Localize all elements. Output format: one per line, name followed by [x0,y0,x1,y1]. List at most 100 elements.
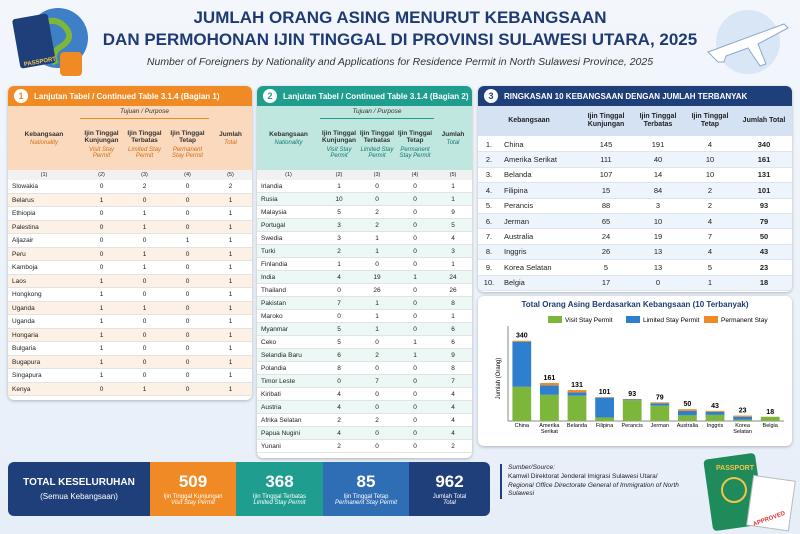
table-value: 1 [99,196,104,204]
table-value: 0 [185,264,190,272]
nationality: 7. [485,231,493,241]
table-value: 1 [99,291,104,299]
table-row [257,297,472,310]
table-row [257,401,472,414]
table-value: 0 [142,291,147,299]
table-value: 0 [413,325,417,333]
table-value: 0 [337,286,341,294]
table-value: 14 [653,170,663,180]
nationality: Bulgaria [12,345,36,353]
table-row [8,369,252,383]
nationality: 10. [483,278,495,288]
table-panel: 1 Lanjutan Tabel / Continued Table 3.1.4 … [8,86,252,400]
table-row [257,271,472,284]
table-value: 1 [228,304,233,312]
nationality: Polandia [261,364,287,372]
table-value: 1 [451,260,455,268]
table-value: 0 [413,208,417,216]
legend-label: Permanent Stay [721,317,768,324]
nationality: Yunani [261,442,281,450]
total-label-en: Visit Stay Permit [171,500,215,506]
bar-segment [622,400,642,421]
nationality: 8. [485,247,493,257]
table-row [8,328,252,342]
nationality: Belanda [504,170,532,180]
table-value: 0 [99,385,104,393]
table-value: 2 [707,185,713,195]
table-value: 1 [228,345,233,353]
table-value: 0 [375,390,379,398]
nationality: Swedia [261,234,283,242]
nationality: Thailand [261,286,286,294]
table-value: 0 [185,304,190,312]
table-value: 3 [337,221,341,229]
table-value: 1 [375,234,379,242]
bar-segment [733,419,752,421]
panel-heading: 1 Lanjutan Tabel / Continued Table 3.1.4 … [8,86,252,106]
nationality: Timor Leste [261,377,296,385]
table-row [257,232,472,245]
table-value: 79 [759,216,769,226]
panel-title: Lanjutan Tabel / Continued Table 3.1.4 (… [34,91,220,101]
column-label-en: Permanent Stay Permit [171,146,203,160]
column-number: (3) [123,170,166,180]
bar-segment [678,409,697,411]
legend-swatch [548,316,562,323]
table-value: 0 [413,312,417,320]
bar-segment [567,392,587,396]
table-value: 0 [142,372,147,380]
table-row [478,275,792,291]
table-value: 1 [375,312,379,320]
nationality: Amerika Serikat [504,154,557,164]
table-value: 0 [413,260,417,268]
nationality: 5. [485,201,493,211]
table-row [257,349,472,362]
badge: 3 [484,89,498,103]
bar-segment [540,382,559,386]
column-label-en: Total [224,140,237,147]
column-number: (2) [80,170,123,180]
table-value: 8 [337,364,341,372]
table-value: 0 [375,338,379,346]
table-value: 0 [655,278,661,288]
table-value: 65 [601,216,611,226]
table-value: 5 [337,338,341,346]
column-label: Ijin Tinggal Terbatas [359,130,395,145]
table-value: 191 [651,139,665,149]
table-value: 131 [757,170,771,180]
nationality: Korea Selatan [504,262,552,272]
table-value: 0 [413,364,417,372]
table-value: 1 [228,237,233,245]
nationality: Hongkong [12,291,42,299]
bar-segment [705,411,725,415]
table-value: 26 [373,286,381,294]
legend-label: Visit Stay Permit [565,317,613,324]
column-header: Kebangsaan Nationality [257,108,320,170]
table-value: 4 [337,403,341,411]
column-header: Ijin Tinggal Terbatas Limited Stay Permit [358,120,396,170]
table-value: 19 [653,231,663,241]
nationality: Inggris [504,247,527,257]
table-value: 9 [451,351,455,359]
table-row [257,323,472,336]
total-label-en: Permanent Stay Permit [334,500,398,506]
table-value: 0 [185,345,190,353]
table-value: 0 [375,403,379,411]
column-label: Ijin Tinggal Terbatas [127,130,162,145]
table-row [257,336,472,349]
column-label: Ijin Tinggal Tetap [170,130,205,145]
suitcase [60,52,82,76]
nationality: Ethiopia [12,210,36,218]
table-value: 0 [375,442,379,450]
table-value: 1 [99,372,104,380]
badge: 2 [263,89,277,103]
footer-sublabel: (Semua Kebangsaan) [40,492,118,501]
table-value: 6 [451,325,455,333]
table-value: 1 [375,299,379,307]
nationality: Turki [261,247,276,255]
table-value: 93 [759,201,769,211]
total-value: 85 [356,472,376,491]
table-header [8,106,252,170]
column-header: Jumlah Total [434,108,472,170]
nationality: Filipina [504,185,528,195]
